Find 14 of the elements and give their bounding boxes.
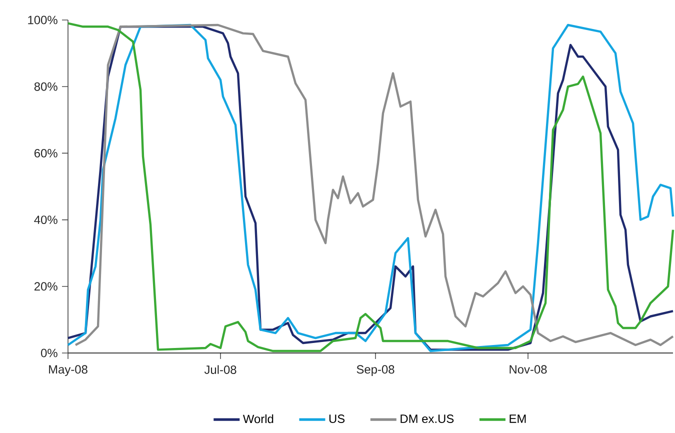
y-tick-label: 20% (34, 282, 58, 291)
legend-label: EM (510, 414, 526, 423)
y-tick-label: 60% (34, 148, 58, 158)
y-tick-label: 0% (41, 348, 58, 358)
legend-label: DM ex.US (400, 414, 454, 423)
y-tick-label: 100% (28, 16, 58, 24)
x-tick-label: Nov-08 (510, 365, 547, 374)
legend-label: US (329, 414, 345, 423)
y-tick-label: 40% (34, 216, 58, 224)
y-tick-label: 80% (34, 82, 58, 91)
legend-label: World (242, 414, 274, 424)
x-tick-label: Jul-08 (204, 365, 236, 374)
x-tick-label: May-08 (49, 365, 88, 376)
x-tick-label: Sep-08 (356, 365, 394, 376)
